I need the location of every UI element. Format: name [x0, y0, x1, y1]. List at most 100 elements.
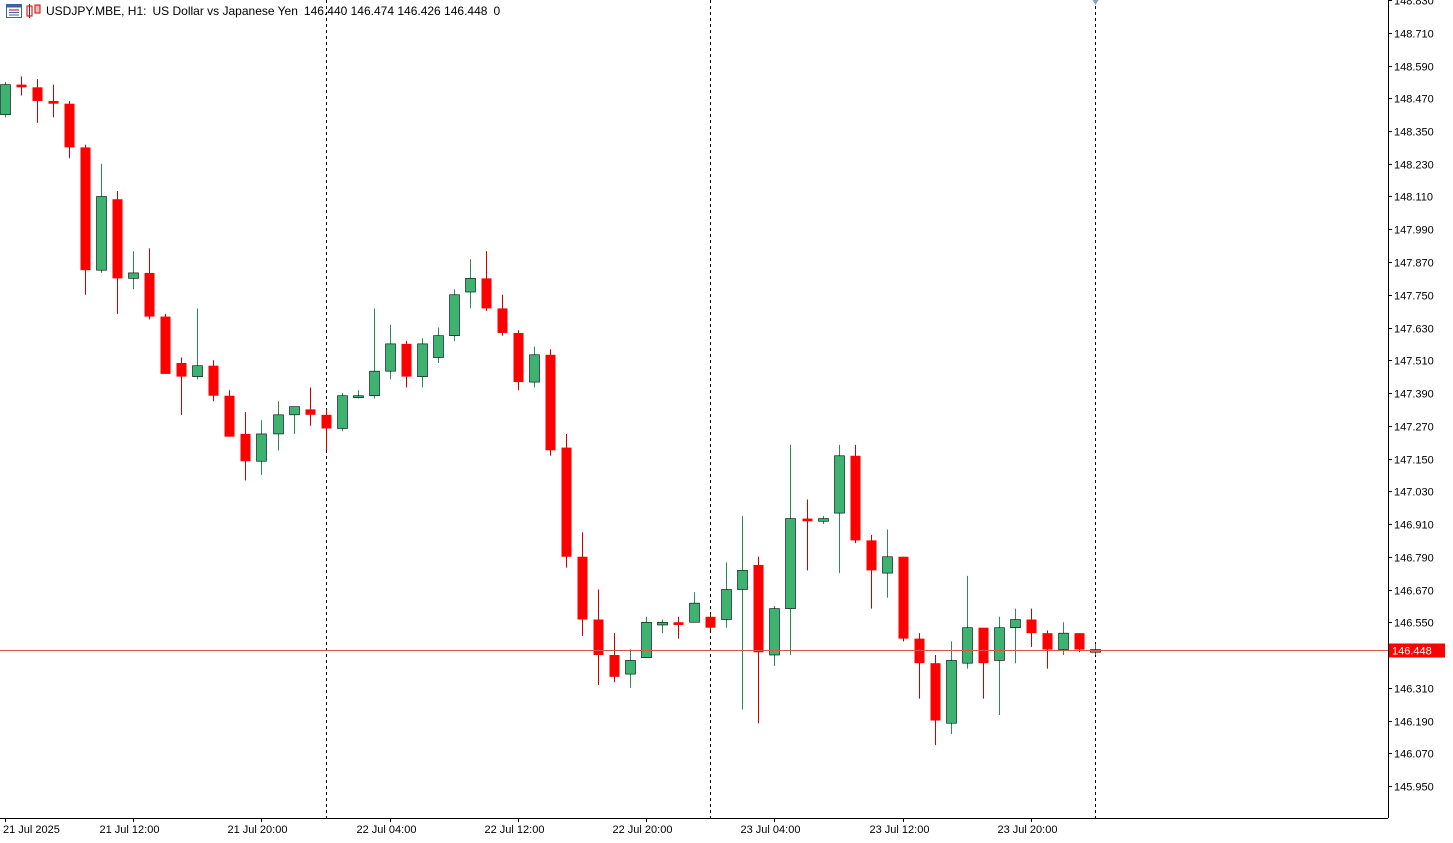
- candle-body[interactable]: [1010, 619, 1021, 629]
- y-tick-label: 148.230: [1394, 160, 1434, 172]
- y-tick-label: 148.470: [1394, 94, 1434, 106]
- chart-type-icon[interactable]: [26, 4, 42, 18]
- candle-body[interactable]: [962, 627, 973, 664]
- candle-body[interactable]: [545, 354, 556, 451]
- candle-body[interactable]: [577, 556, 588, 620]
- candle-body[interactable]: [465, 278, 476, 293]
- x-tick-label: 22 Jul 04:00: [357, 824, 417, 836]
- candle-body[interactable]: [0, 84, 11, 115]
- candle-body[interactable]: [401, 343, 412, 377]
- candle-body[interactable]: [160, 316, 171, 374]
- candle-body[interactable]: [273, 414, 284, 435]
- y-tick-label: 148.110: [1394, 192, 1433, 204]
- candle-body[interactable]: [641, 621, 652, 659]
- candle-body[interactable]: [1026, 619, 1037, 634]
- y-tick-label: 147.030: [1394, 487, 1434, 499]
- candle-body[interactable]: [240, 433, 251, 462]
- x-tick-label: 23 Jul 12:00: [870, 824, 930, 836]
- candle-body[interactable]: [737, 570, 748, 590]
- candle-body[interactable]: [80, 147, 91, 271]
- y-tick-label: 147.870: [1394, 258, 1434, 270]
- y-tick-label: 147.510: [1394, 356, 1434, 368]
- candle-body[interactable]: [449, 294, 460, 336]
- candle-body[interactable]: [769, 608, 780, 656]
- candle-body[interactable]: [337, 395, 348, 429]
- y-tick-label: 146.190: [1394, 717, 1434, 729]
- y-tick-label: 146.550: [1394, 618, 1434, 630]
- candle-body[interactable]: [785, 518, 796, 609]
- candle-body[interactable]: [898, 556, 909, 639]
- candle-body[interactable]: [818, 518, 829, 522]
- candle-body[interactable]: [321, 414, 332, 429]
- symbol-description: US Dollar vs Japanese Yen: [152, 4, 298, 18]
- candle-body[interactable]: [657, 621, 668, 626]
- candle-body[interactable]: [1058, 632, 1069, 650]
- candle-body[interactable]: [705, 616, 716, 628]
- candle-body[interactable]: [978, 627, 989, 664]
- candle-body[interactable]: [673, 622, 684, 625]
- candle-body[interactable]: [850, 455, 861, 541]
- y-tick-label: 148.590: [1394, 62, 1434, 74]
- candle-body[interactable]: [529, 354, 540, 383]
- x-tick-label: 21 Jul 12:00: [100, 824, 160, 836]
- candle-body[interactable]: [561, 447, 572, 557]
- y-tick-label: 146.310: [1394, 684, 1434, 696]
- y-tick-label: 146.070: [1394, 749, 1434, 761]
- x-tick-label: 21 Jul 2025: [3, 824, 60, 836]
- candle-body[interactable]: [513, 332, 524, 383]
- candle-body[interactable]: [208, 365, 219, 396]
- y-tick-label: 147.990: [1394, 225, 1434, 237]
- candle-body[interactable]: [192, 365, 203, 377]
- candle-body[interactable]: [834, 455, 845, 514]
- candle-body[interactable]: [353, 395, 364, 399]
- time-marker-icon[interactable]: [1092, 0, 1099, 5]
- candle-body[interactable]: [385, 343, 396, 372]
- y-tick-label: 146.790: [1394, 553, 1434, 565]
- candle-body[interactable]: [1074, 633, 1085, 650]
- candle-body[interactable]: [689, 602, 700, 623]
- candle-body[interactable]: [497, 308, 508, 333]
- candle-body[interactable]: [48, 100, 59, 104]
- y-tick-label: 147.630: [1394, 324, 1434, 336]
- candle-body[interactable]: [417, 343, 428, 377]
- candle-body[interactable]: [882, 556, 893, 574]
- candle-body[interactable]: [256, 433, 267, 462]
- candle-body[interactable]: [721, 589, 732, 620]
- candle-body[interactable]: [994, 627, 1005, 661]
- candle-body[interactable]: [625, 660, 636, 675]
- candle-body[interactable]: [369, 370, 380, 397]
- y-tick-label: 147.270: [1394, 422, 1434, 434]
- candle-body[interactable]: [32, 87, 43, 101]
- chart-window-icon[interactable]: [6, 4, 22, 18]
- header-extra-value: 0: [493, 4, 501, 18]
- chart-header: USDJPY.MBE, H1: US Dollar vs Japanese Ye…: [6, 3, 506, 19]
- candle-body[interactable]: [802, 518, 813, 522]
- candle-body[interactable]: [289, 406, 300, 416]
- candle-body[interactable]: [753, 564, 764, 653]
- candle-body[interactable]: [866, 540, 877, 571]
- candle-body[interactable]: [224, 395, 235, 437]
- candle-body[interactable]: [946, 660, 957, 724]
- candle-body[interactable]: [930, 663, 941, 721]
- candle-body[interactable]: [144, 272, 155, 317]
- current-price-tag: [1389, 643, 1445, 658]
- y-tick-label: 146.910: [1394, 520, 1434, 532]
- candle-body[interactable]: [112, 199, 123, 279]
- candle-body[interactable]: [16, 84, 27, 88]
- candle-body[interactable]: [128, 272, 139, 279]
- candle-body[interactable]: [593, 619, 604, 655]
- candle-body[interactable]: [176, 362, 187, 377]
- x-tick-label: 22 Jul 12:00: [485, 824, 545, 836]
- y-tick-label: 145.950: [1394, 782, 1434, 794]
- candle-body[interactable]: [96, 196, 107, 271]
- candle-body[interactable]: [305, 409, 316, 415]
- candle-body[interactable]: [609, 655, 620, 677]
- symbol-label: USDJPY.MBE, H1:: [46, 4, 147, 18]
- candle-body[interactable]: [1042, 633, 1053, 650]
- x-tick-label: 21 Jul 20:00: [228, 824, 288, 836]
- candle-body[interactable]: [433, 335, 444, 358]
- candle-body[interactable]: [64, 103, 75, 148]
- candle-body[interactable]: [481, 278, 492, 309]
